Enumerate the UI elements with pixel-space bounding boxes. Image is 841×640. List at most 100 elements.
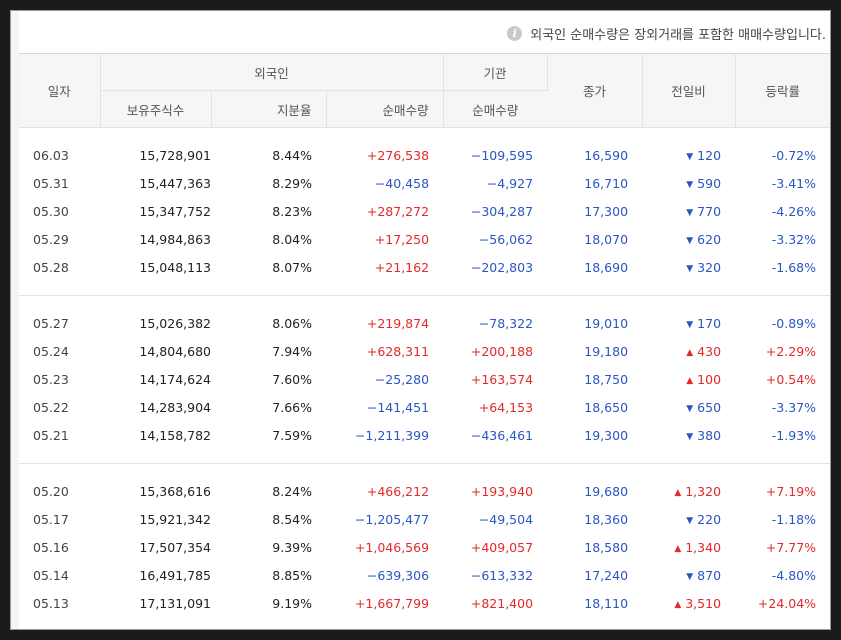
cell-close: 19,300 <box>584 427 629 443</box>
cell-rate: -1.68% <box>771 259 817 275</box>
triangle-up-icon: ▲ <box>686 375 694 386</box>
header-rate: 등락률 <box>735 53 830 128</box>
cell-inst-net: −109,595 <box>470 147 534 163</box>
triangle-down-icon: ▼ <box>686 431 694 442</box>
change-value: 650 <box>697 399 722 415</box>
cell-inst-net: −4,927 <box>486 175 534 191</box>
cell-foreign-net: +17,250 <box>374 231 430 247</box>
cell-foreign-net: −40,458 <box>374 175 430 191</box>
group-spacer <box>19 464 830 478</box>
cell-holdings: 14,283,904 <box>139 399 211 415</box>
table-row: 05.24 14,804,680 7.94% +628,311 +200,188 19,1… <box>19 337 830 365</box>
cell-inst-net: −78,322 <box>478 315 534 331</box>
cell-rate: -3.32% <box>771 231 817 247</box>
triangle-down-icon: ▼ <box>686 179 694 190</box>
table-row: 05.22 14,283,904 7.66% −141,451 +64,153 18,65… <box>19 393 830 421</box>
cell-change: ▼ 620 <box>642 225 735 253</box>
cell-foreign-net: +276,538 <box>366 147 430 163</box>
header-inst-net: 순매수량 <box>443 90 548 128</box>
cell-date: 05.13 <box>33 595 69 611</box>
cell-close: 18,360 <box>584 511 629 527</box>
cell-foreign-net: +466,212 <box>366 483 430 499</box>
table-row: 05.31 15,447,363 8.29% −40,458 −4,927 16,710 ▼… <box>19 169 830 197</box>
cell-change: ▼ 320 <box>642 253 735 281</box>
cell-holdings: 14,804,680 <box>139 343 211 359</box>
cell-close: 16,590 <box>584 147 629 163</box>
window-frame: i 외국인 순매수량은 장외거래를 포함한 매매수량입니다. 일자 외국인 기관 <box>10 10 831 630</box>
investor-trading-panel: i 외국인 순매수량은 장외거래를 포함한 매매수량입니다. 일자 외국인 기관 <box>19 11 830 629</box>
cell-date: 05.22 <box>33 399 69 415</box>
cell-date: 05.31 <box>33 175 69 191</box>
triangle-up-icon: ▲ <box>674 599 682 610</box>
table-row: 05.20 15,368,616 8.24% +466,212 +193,940 19,6… <box>19 477 830 505</box>
change-value: 120 <box>697 147 722 163</box>
cell-foreign-net: +219,874 <box>366 315 430 331</box>
cell-holdings: 15,368,616 <box>139 483 211 499</box>
cell-date: 05.27 <box>33 315 69 331</box>
cell-foreign-net: +21,162 <box>374 259 430 275</box>
cell-inst-net: −613,332 <box>470 567 534 583</box>
cell-close: 19,180 <box>584 343 629 359</box>
group-separator <box>19 281 830 296</box>
cell-foreign-net: −1,205,477 <box>354 511 430 527</box>
cell-holdings: 15,048,113 <box>139 259 211 275</box>
cell-rate: -4.26% <box>771 203 817 219</box>
change-value: 220 <box>697 511 722 527</box>
cell-foreign-net: +1,046,569 <box>354 539 430 555</box>
cell-date: 05.28 <box>33 259 69 275</box>
cell-rate: +24.04% <box>757 595 817 611</box>
cell-ratio: 7.94% <box>272 343 312 359</box>
cell-foreign-net: +287,272 <box>366 203 430 219</box>
header-change: 전일비 <box>642 53 736 128</box>
cell-ratio: 9.39% <box>272 539 312 555</box>
cell-inst-net: −304,287 <box>470 203 534 219</box>
cell-change: ▼ 650 <box>642 393 735 421</box>
cell-rate: -3.41% <box>771 175 817 191</box>
table-row: 05.16 17,507,354 9.39% +1,046,569 +409,057 18… <box>19 533 830 561</box>
cell-rate: -0.72% <box>771 147 817 163</box>
cell-foreign-net: −1,211,399 <box>354 427 430 443</box>
change-value: 320 <box>697 259 722 275</box>
cell-rate: -3.37% <box>771 399 817 415</box>
cell-rate: +7.77% <box>765 539 817 555</box>
table-row: 05.23 14,174,624 7.60% −25,280 +163,574 18,75… <box>19 365 830 393</box>
cell-inst-net: −49,504 <box>478 511 534 527</box>
change-value: 380 <box>697 427 722 443</box>
cell-holdings: 15,447,363 <box>139 175 211 191</box>
cell-change: ▲ 1,320 <box>642 477 735 505</box>
table-row: 05.27 15,026,382 8.06% +219,874 −78,322 19,01… <box>19 309 830 337</box>
triangle-down-icon: ▼ <box>686 235 694 246</box>
cell-ratio: 8.23% <box>272 203 312 219</box>
triangle-down-icon: ▼ <box>686 515 694 526</box>
header-institution: 기관 <box>443 53 548 91</box>
triangle-down-icon: ▼ <box>686 207 694 218</box>
cell-change: ▼ 870 <box>642 561 735 589</box>
cell-foreign-net: −25,280 <box>374 371 430 387</box>
table-row: 05.30 15,347,752 8.23% +287,272 −304,287 17,3… <box>19 197 830 225</box>
cell-change: ▼ 220 <box>642 505 735 533</box>
cell-inst-net: −56,062 <box>478 231 534 247</box>
cell-inst-net: +409,057 <box>470 539 534 555</box>
triangle-down-icon: ▼ <box>686 403 694 414</box>
cell-change: ▲ 3,510 <box>642 589 735 617</box>
change-value: 3,510 <box>685 595 722 611</box>
cell-rate: +0.54% <box>765 371 817 387</box>
cell-rate: -4.80% <box>771 567 817 583</box>
table-row: 05.14 16,491,785 8.85% −639,306 −613,332 17,2… <box>19 561 830 589</box>
cell-inst-net: −202,803 <box>470 259 534 275</box>
cell-change: ▲ 100 <box>642 365 735 393</box>
cell-change: ▼ 170 <box>642 309 735 337</box>
spacer-cell <box>19 128 830 142</box>
cell-date: 05.30 <box>33 203 69 219</box>
cell-close: 17,300 <box>584 203 629 219</box>
info-icon: i <box>507 26 523 41</box>
group-separator <box>19 449 830 464</box>
cell-change: ▼ 380 <box>642 421 735 449</box>
cell-close: 18,690 <box>584 259 629 275</box>
cell-ratio: 8.85% <box>272 567 312 583</box>
table-row: 05.29 14,984,863 8.04% +17,250 −56,062 18,070… <box>19 225 830 253</box>
triangle-up-icon: ▲ <box>674 487 682 498</box>
table-row: 05.13 17,131,091 9.19% +1,667,799 +821,400 18… <box>19 589 830 617</box>
cell-close: 17,240 <box>584 567 629 583</box>
cell-close: 19,680 <box>584 483 629 499</box>
